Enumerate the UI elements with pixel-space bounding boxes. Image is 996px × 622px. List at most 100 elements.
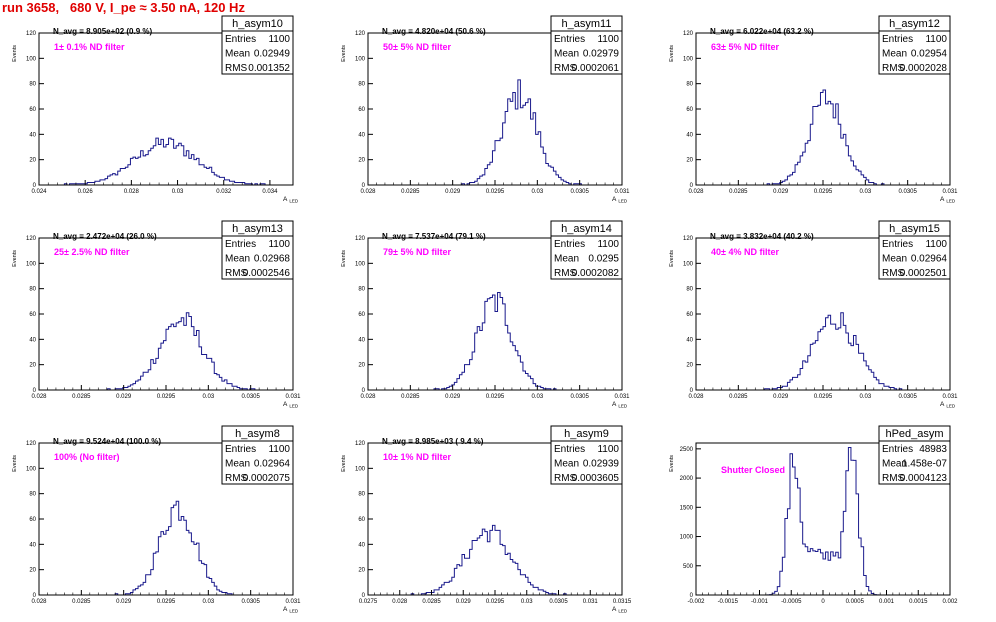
y-tick-label: 100 xyxy=(683,56,694,62)
stats-key: Mean xyxy=(882,254,907,265)
panel-hPed_asym: -0.002 -0.0015 -0.001 -0.0005 0 0.0005 0.001 0.… xyxy=(669,425,958,605)
x-tick-label: 0.031 xyxy=(285,394,301,400)
y-axis-label: Events xyxy=(341,455,347,472)
y-tick-label: 100 xyxy=(355,466,366,472)
stats-value: 1100 xyxy=(268,444,290,455)
stats-value: 0.02968 xyxy=(254,254,291,265)
x-tick-label: 0.0295 xyxy=(486,599,505,605)
x-tick-label: -0.0015 xyxy=(718,599,739,605)
y-axis-label: Events xyxy=(341,45,347,62)
filter-label: 10± 1% ND filter xyxy=(383,452,451,462)
x-tick-label: 0.03 xyxy=(202,394,214,400)
x-axis-label: A LED xyxy=(283,401,299,409)
x-tick-label: 0.029 xyxy=(116,599,132,605)
x-tick-label: 0.0305 xyxy=(241,394,260,400)
stats-value: 0.02954 xyxy=(911,49,948,60)
stats-key: Entries xyxy=(225,239,256,250)
x-tick-label: -0.002 xyxy=(687,599,705,605)
stats-key: RMS xyxy=(554,268,577,279)
stats-box xyxy=(878,425,951,485)
y-tick-label: 120 xyxy=(355,31,366,37)
histogram-line xyxy=(368,79,622,186)
stats-value: 0.0295 xyxy=(588,254,619,265)
x-tick-label: 0.0295 xyxy=(486,189,505,195)
y-tick-label: 0 xyxy=(690,388,694,394)
stats-key: RMS xyxy=(225,63,248,74)
stats-key: Entries xyxy=(554,239,585,250)
y-axis-label: Events xyxy=(12,45,18,62)
x-tick-label: 0.002 xyxy=(942,599,958,605)
x-tick-label: 0.0295 xyxy=(814,189,833,195)
filter-label: 79± 5% ND filter xyxy=(383,247,451,257)
stats-key: Mean xyxy=(554,459,579,470)
stats-value: 1100 xyxy=(268,34,290,45)
filter-label: Shutter Closed xyxy=(721,465,785,475)
x-tick-label: 0.031 xyxy=(942,189,958,195)
x-tick-label: 0.03 xyxy=(521,599,533,605)
y-tick-label: 100 xyxy=(26,56,37,62)
stats-value: 0.0002546 xyxy=(243,268,291,279)
y-tick-label: 20 xyxy=(29,363,36,369)
y-tick-label: 100 xyxy=(355,261,366,267)
y-tick-label: 40 xyxy=(358,337,365,343)
stats-value: 0.0002501 xyxy=(900,268,948,279)
y-tick-label: 20 xyxy=(29,568,36,574)
filter-label: 100% (No filter) xyxy=(54,452,120,462)
y-tick-label: 40 xyxy=(686,132,693,138)
y-tick-label: 0 xyxy=(362,183,366,189)
x-tick-label: 0.03 xyxy=(172,189,184,195)
stats-key: RMS xyxy=(554,473,577,484)
y-tick-label: 120 xyxy=(26,441,37,447)
y-tick-label: 0 xyxy=(33,183,37,189)
stats-value: 1100 xyxy=(925,34,947,45)
histogram-line xyxy=(696,312,950,391)
x-axis-label: A LED xyxy=(940,401,956,409)
x-tick-label: 0.03 xyxy=(202,599,214,605)
stats-value: 0.001352 xyxy=(248,63,290,74)
y-tick-label: 0 xyxy=(362,388,366,394)
y-tick-label: 20 xyxy=(686,363,693,369)
stats-key: RMS xyxy=(882,473,905,484)
y-tick-label: 120 xyxy=(355,441,366,447)
panel-h_asym12: 0.028 0.0285 0.029 0.0295 0.03 0.0305 0.031 0 20… xyxy=(669,15,958,204)
y-tick-label: 100 xyxy=(26,466,37,472)
y-tick-label: 120 xyxy=(26,236,37,242)
y-tick-label: 40 xyxy=(29,542,36,548)
y-tick-label: 0 xyxy=(362,593,366,599)
stats-key: Entries xyxy=(225,34,256,45)
panel-h_asym11: 0.028 0.0285 0.029 0.0295 0.03 0.0305 0.031 0 20… xyxy=(341,15,630,204)
stats-box xyxy=(878,220,951,280)
stats-key: Entries xyxy=(882,34,913,45)
x-tick-label: 0.0285 xyxy=(401,394,420,400)
x-tick-label: 0.031 xyxy=(583,599,599,605)
y-axis-label: Events xyxy=(669,250,675,267)
x-tick-label: 0.0285 xyxy=(72,394,91,400)
y-tick-label: 0 xyxy=(33,388,37,394)
y-tick-label: 120 xyxy=(26,31,37,37)
x-tick-label: 0.031 xyxy=(614,189,630,195)
histogram-name: h_asym8 xyxy=(235,428,280,440)
panel-h_asym8: 0.028 0.0285 0.029 0.0295 0.03 0.0305 0.031 0 20… xyxy=(12,425,301,614)
navg-label: N_avg = 3.832e+04 (40.2 %) xyxy=(710,232,814,241)
y-tick-label: 60 xyxy=(29,312,36,318)
y-axis-label: Events xyxy=(341,250,347,267)
x-tick-label: 0.034 xyxy=(262,189,278,195)
y-tick-label: 80 xyxy=(358,492,365,498)
filter-label: 25± 2.5% ND filter xyxy=(54,247,130,257)
histogram-name: h_asym10 xyxy=(232,18,283,30)
y-tick-label: 120 xyxy=(355,236,366,242)
x-tick-label: 0.029 xyxy=(445,394,461,400)
x-tick-label: 0.028 xyxy=(392,599,408,605)
stats-value: 0.02964 xyxy=(254,459,291,470)
stats-key: Entries xyxy=(225,444,256,455)
histogram-name: h_asym12 xyxy=(889,18,940,30)
stats-value: 0.0002061 xyxy=(572,63,620,74)
y-tick-label: 60 xyxy=(358,312,365,318)
y-axis-label: Events xyxy=(12,250,18,267)
x-tick-label: 0.03 xyxy=(859,394,871,400)
navg-label: N_avg = 8.985e+03 ( 9.4 %) xyxy=(382,437,484,446)
x-tick-label: 0.0285 xyxy=(72,599,91,605)
x-tick-label: 0.0305 xyxy=(898,189,917,195)
stats-key: Entries xyxy=(882,239,913,250)
y-tick-label: 120 xyxy=(683,31,694,37)
